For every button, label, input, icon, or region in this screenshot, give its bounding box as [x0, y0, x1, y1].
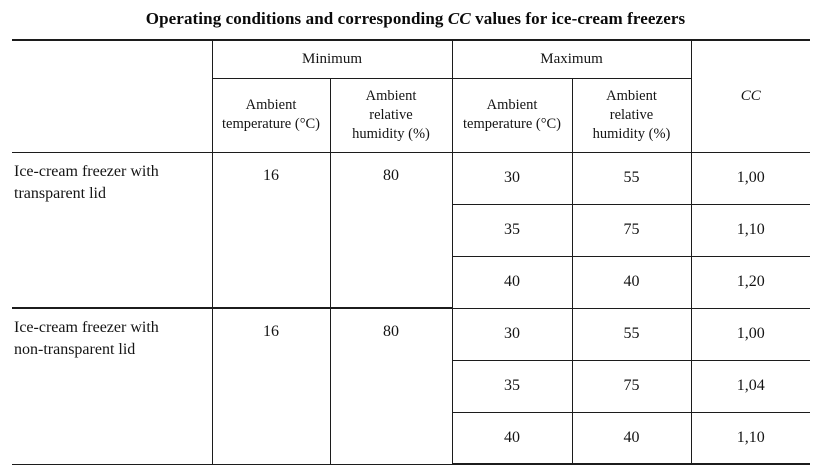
cell-min-humidity: 80: [329, 307, 453, 465]
cell-max-humidity: 55: [571, 307, 692, 361]
header-maximum: Maximum: [451, 39, 692, 79]
cell-max-temperature: 35: [451, 359, 573, 413]
title-suffix: values for ice-cream freezers: [470, 9, 686, 28]
cell-cc-value: 1,00: [690, 307, 811, 361]
cell-cc-value: 1,20: [690, 255, 811, 309]
header-corner-cell: [12, 39, 213, 153]
header-max-relative-humidity: Ambient relative humidity (%): [571, 77, 692, 153]
cell-max-humidity: 75: [571, 359, 692, 413]
row-label-non-transparent-lid: Ice-cream freezer with non-transparent l…: [12, 307, 213, 465]
cell-max-temperature: 35: [451, 203, 573, 257]
cell-max-temperature: 30: [451, 151, 573, 205]
table-row: 35 75 1,04: [12, 359, 811, 413]
cell-max-humidity: 75: [571, 203, 692, 257]
operating-conditions-table: Minimum Maximum CC Ambient temperature (…: [12, 39, 811, 465]
cell-min-temperature: 16: [211, 307, 331, 465]
header-minimum: Minimum: [211, 39, 453, 79]
cell-max-temperature: 40: [451, 411, 573, 465]
header-min-ambient-temperature: Ambient temperature (°C): [211, 77, 331, 153]
cell-max-temperature: 30: [451, 307, 573, 361]
header-cc: CC: [690, 39, 811, 153]
title-cc-emphasis: CC: [447, 9, 471, 28]
table-row: 40 40 1,20: [12, 255, 811, 309]
title-prefix: Operating conditions and corresponding: [145, 9, 448, 28]
cell-max-humidity: 40: [571, 411, 692, 465]
cell-cc-value: 1,04: [690, 359, 811, 413]
header-min-relative-humidity: Ambient relative humidity (%): [329, 77, 453, 153]
cell-cc-value: 1,00: [690, 151, 811, 205]
table-row: Ice-cream freezer with transparent lid 1…: [12, 151, 811, 309]
table-row: Ice-cream freezer with non-transparent l…: [12, 307, 811, 465]
cell-cc-value: 1,10: [690, 203, 811, 257]
header-row-groups: Minimum Maximum CC: [12, 39, 811, 153]
cell-max-temperature: 40: [451, 255, 573, 309]
header-row-subcolumns: Ambient temperature (°C) Ambient relativ…: [12, 77, 810, 153]
cell-cc-value: 1,10: [690, 411, 811, 465]
cell-min-temperature: 16: [211, 151, 331, 309]
cell-max-humidity: 55: [571, 151, 692, 205]
table-row: 35 75 1,10: [12, 203, 811, 257]
table-row: 40 40 1,10: [12, 411, 811, 465]
page-title: Operating conditions and corresponding C…: [0, 8, 831, 29]
cell-min-humidity: 80: [329, 151, 453, 309]
row-label-transparent-lid: Ice-cream freezer with transparent lid: [12, 151, 213, 309]
cell-max-humidity: 40: [571, 255, 692, 309]
header-max-ambient-temperature: Ambient temperature (°C): [451, 77, 573, 153]
